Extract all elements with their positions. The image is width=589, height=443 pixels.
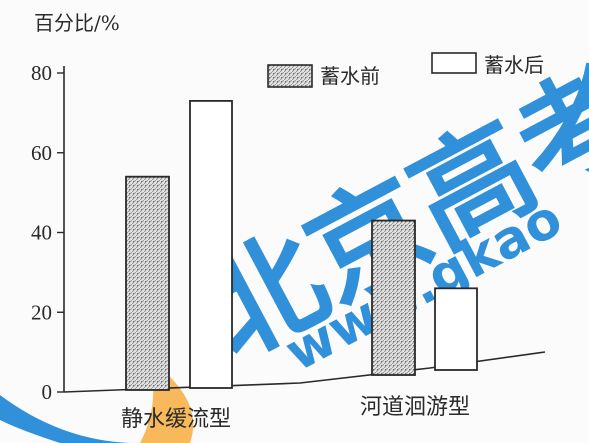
bar-before-2 <box>371 219 416 376</box>
bars <box>125 100 478 391</box>
bar-after-1 <box>189 100 233 389</box>
x-tick-label: 静水缓流型 <box>121 407 231 432</box>
y-tick-label: 40 <box>31 221 52 245</box>
y-tick-label: 80 <box>31 61 52 85</box>
bar-after-2 <box>434 287 478 371</box>
legend-label-before: 蓄水前 <box>320 64 380 88</box>
x-axis <box>63 351 546 393</box>
x-tick-label: 河道洄游型 <box>360 395 470 420</box>
bar-before-1 <box>125 175 170 391</box>
legend-swatch-before <box>267 64 313 88</box>
legend: 蓄水前 蓄水后 <box>267 52 544 88</box>
y-tick-label: 60 <box>31 141 52 165</box>
y-axis-label: 百分比/% <box>34 11 120 35</box>
y-tick-label: 0 <box>42 380 53 404</box>
watermark-arc-blue <box>0 395 130 443</box>
y-tick-label: 20 <box>31 300 52 324</box>
y-ticks: 0 20 40 60 80 <box>31 61 64 404</box>
x-tick-labels: 静水缓流型 河道洄游型 <box>121 395 470 432</box>
legend-label-after: 蓄水后 <box>484 53 544 77</box>
legend-swatch-after <box>431 52 477 74</box>
